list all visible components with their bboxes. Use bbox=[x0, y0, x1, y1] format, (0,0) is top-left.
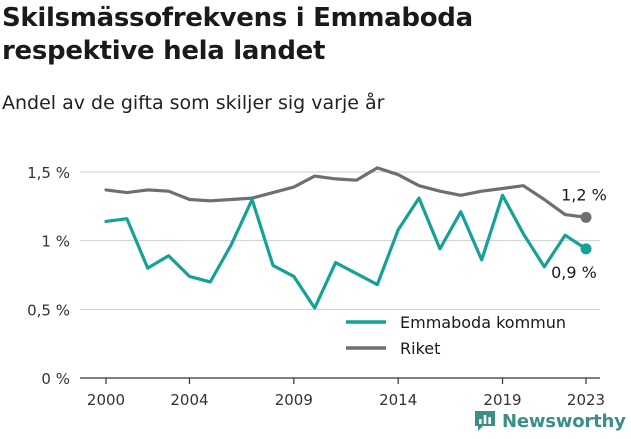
legend-label: Emmaboda kommun bbox=[400, 313, 566, 332]
series-lines: 1,2 % 0,9 % bbox=[104, 166, 607, 310]
y-tick-label: 1,5 % bbox=[27, 164, 70, 182]
x-tick-label: 2000 bbox=[87, 391, 125, 409]
x-tick-label: 2004 bbox=[170, 391, 208, 409]
legend-label: Riket bbox=[400, 339, 440, 358]
legend: Emmaboda kommun Riket bbox=[346, 313, 566, 358]
series-end-marker bbox=[580, 211, 592, 223]
series-end-label: 1,2 % bbox=[561, 185, 607, 204]
x-axis: 2000 2004 2009 2014 2019 2023 bbox=[80, 377, 605, 409]
series-end-label: 0,9 % bbox=[551, 263, 597, 282]
x-tick-label: 2014 bbox=[379, 391, 417, 409]
y-axis-tick-labels: 0 % 0,5 % 1 % 1,5 % bbox=[27, 164, 70, 388]
y-tick-label: 0,5 % bbox=[27, 301, 70, 319]
x-tick-label: 2019 bbox=[483, 391, 521, 409]
newsworthy-chat-chart-icon bbox=[475, 411, 495, 431]
x-tick-label: 2009 bbox=[275, 391, 313, 409]
x-tick-label: 2023 bbox=[567, 391, 605, 409]
series-end-marker bbox=[580, 243, 592, 255]
chart-title: Skilsmässofrekvens i Emmaboda respektive… bbox=[2, 3, 473, 66]
chart-subtitle: Andel av de gifta som skiljer sig varje … bbox=[2, 92, 385, 114]
series-line-0 bbox=[104, 193, 588, 310]
y-tick-label: 1 % bbox=[41, 233, 70, 251]
y-tick-label: 0 % bbox=[41, 370, 70, 388]
newsworthy-logo: Newsworthy bbox=[473, 407, 626, 435]
brand-name: Newsworthy bbox=[502, 410, 626, 432]
series-line-1 bbox=[104, 166, 588, 219]
grid-lines bbox=[80, 171, 600, 310]
